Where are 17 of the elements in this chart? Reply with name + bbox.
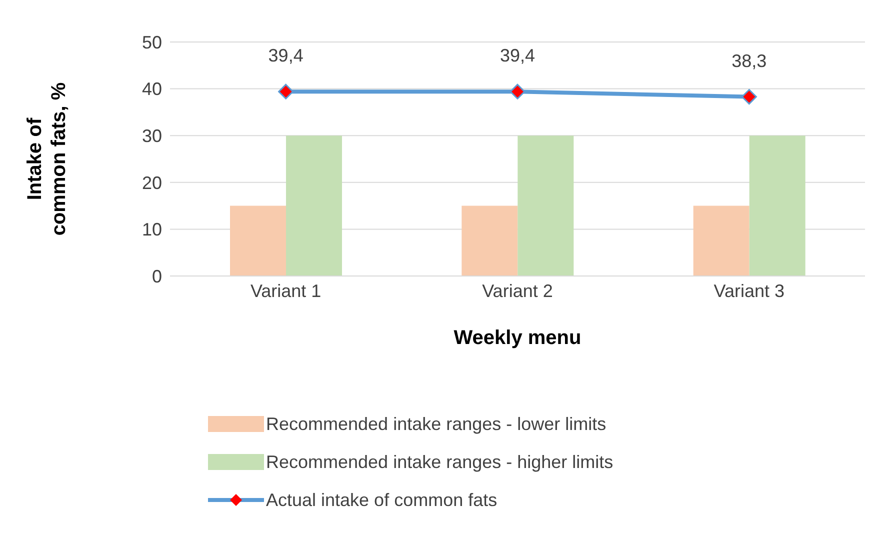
y-tick-label: 30 [142, 126, 162, 146]
data-label: 39,4 [268, 46, 304, 66]
y-tick-label: 0 [152, 266, 162, 286]
data-label: 39,4 [500, 46, 536, 66]
data-label: 38,3 [732, 50, 767, 71]
x-axis-title: Weekly menu [454, 327, 582, 349]
y-tick-label: 50 [142, 32, 162, 52]
x-tick-label: Variant 3 [714, 280, 785, 301]
x-tick-label: Variant 1 [250, 280, 322, 301]
x-tick-label: Variant 2 [482, 280, 553, 301]
y-tick-label: 20 [142, 172, 162, 193]
legend-label: Recommended intake ranges - lower limits [266, 414, 606, 434]
legend-label: Recommended intake ranges - higher limits [266, 452, 614, 472]
y-tick-label: 10 [142, 220, 162, 240]
y-tick-label: 40 [142, 79, 162, 100]
y-axis-title: Intake of common fats, % [24, 82, 70, 236]
legend-label: Actual intake of common fats [266, 490, 498, 510]
